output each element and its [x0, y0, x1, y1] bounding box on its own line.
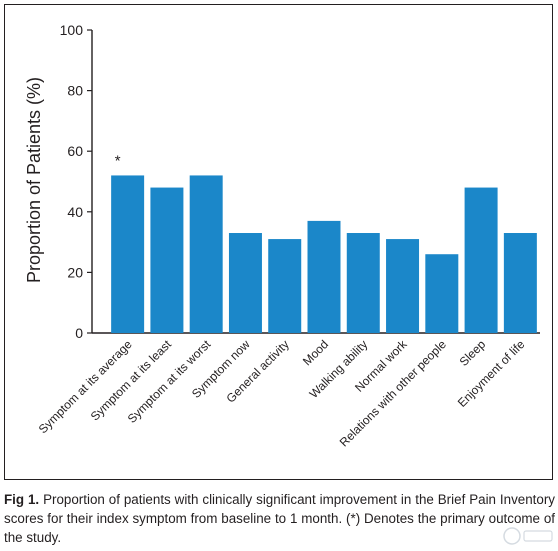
caption-text: Proportion of patients with clinically s… — [4, 492, 555, 545]
primary-outcome-asterisk: * — [115, 152, 121, 169]
bar-sleep — [464, 187, 498, 333]
x-tick-label: Mood — [300, 337, 331, 368]
x-tick-label: Sleep — [457, 337, 489, 369]
bar-normal-work — [386, 239, 420, 333]
y-tick-label: 0 — [75, 325, 83, 341]
watermark-logo — [503, 527, 553, 545]
figure-caption: Fig 1. Proportion of patients with clini… — [4, 490, 555, 547]
bar-symptom-at-its-least — [150, 187, 184, 333]
caption-label: Fig 1. — [4, 492, 40, 507]
bar-chart: Proportion of Patients (%) 020406080100 … — [24, 22, 540, 449]
bar-general-activity — [268, 239, 302, 333]
y-tick-label: 40 — [67, 204, 83, 220]
bar-mood — [307, 220, 341, 333]
bar-symptom-now — [228, 233, 262, 333]
y-tick-label: 60 — [67, 143, 83, 159]
y-tick-label: 20 — [67, 264, 83, 280]
bar-relations-with-other-people — [425, 254, 459, 333]
y-axis-label: Proportion of Patients (%) — [24, 77, 44, 283]
x-tick-label: Enjoyment of life — [455, 337, 528, 410]
bar-walking-ability — [346, 233, 380, 333]
bar-symptom-at-its-worst — [189, 175, 223, 333]
y-tick-label: 80 — [67, 83, 83, 99]
bar-enjoyment-of-life — [503, 233, 537, 333]
y-tick-label: 100 — [60, 22, 84, 38]
bar-symptom-at-its-average — [111, 175, 145, 333]
